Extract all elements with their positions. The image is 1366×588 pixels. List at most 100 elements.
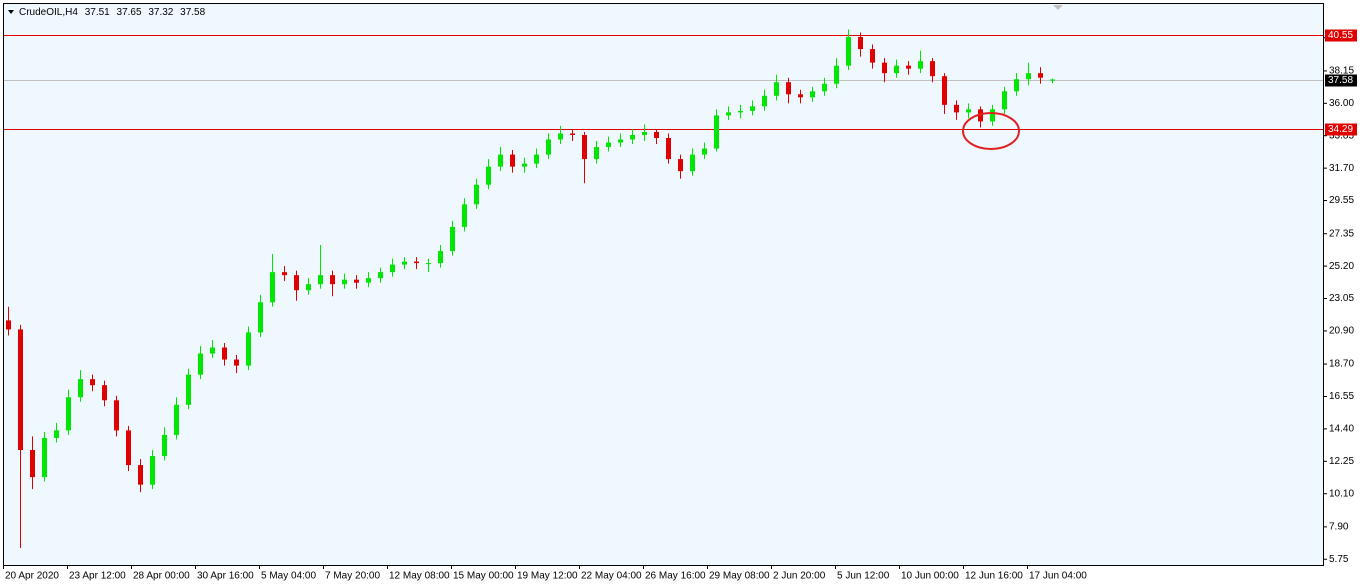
x-tick-label: 19 May 12:00: [517, 571, 578, 582]
y-tick-label: 25.20: [1329, 261, 1354, 272]
candle-body: [594, 147, 599, 160]
level-price-label: 34.29: [1328, 124, 1353, 135]
candle-body: [102, 385, 107, 401]
candle-body: [750, 106, 755, 111]
candle-body: [546, 139, 551, 155]
header-close: 37.58: [180, 7, 205, 18]
candle-body: [438, 251, 443, 264]
y-tick-label: 18.70: [1329, 359, 1354, 370]
header-menu-icon[interactable]: [8, 10, 14, 14]
x-tick-label: 22 May 04:00: [581, 571, 642, 582]
candle-body: [450, 226, 455, 252]
candle-body: [1014, 79, 1019, 92]
y-tick-label: 38.15: [1329, 66, 1354, 77]
x-tick-label: 29 May 08:00: [709, 571, 770, 582]
candle-body: [582, 134, 587, 160]
x-tick-label: 5 May 04:00: [261, 571, 316, 582]
candle-body: [390, 264, 395, 273]
candle-body: [630, 134, 635, 140]
candle-body: [738, 110, 743, 113]
candle-body: [198, 353, 203, 375]
bid-price-label: 37.58: [1328, 75, 1353, 86]
candle-body: [18, 329, 23, 450]
y-tick-label: 7.90: [1329, 522, 1349, 533]
candle-body: [1026, 73, 1031, 80]
bid-price-box: [1325, 74, 1357, 87]
candle-body: [126, 430, 131, 466]
candle-body: [990, 109, 995, 122]
candle-body: [174, 404, 179, 435]
candle-body: [366, 278, 371, 283]
candle-body: [654, 131, 659, 138]
candle-body: [894, 65, 899, 74]
candle-body: [54, 430, 59, 438]
candle-body: [498, 154, 503, 167]
x-tick-label: 2 Jun 20:00: [773, 571, 826, 582]
x-tick-label: 12 Jun 16:00: [965, 571, 1023, 582]
candle-body: [678, 159, 683, 172]
candle-body: [606, 142, 611, 148]
candle-body: [114, 400, 119, 431]
candle-body: [930, 61, 935, 77]
candle-body: [1050, 79, 1055, 81]
level-price-box: [1325, 29, 1357, 42]
chart-header: CrudeOIL,H4 37.51 37.65 37.32 37.58: [19, 7, 206, 18]
candle-body: [510, 154, 515, 167]
x-tick-label: 12 May 08:00: [389, 571, 450, 582]
plot-area: [3, 3, 1324, 566]
candle-body: [1038, 73, 1043, 78]
candle-body: [330, 275, 335, 285]
candle-body: [354, 279, 359, 283]
y-tick-label: 27.35: [1329, 228, 1354, 239]
candle-body: [294, 275, 299, 291]
candle-body: [618, 139, 623, 143]
candle-body: [918, 61, 923, 69]
candle-body: [78, 379, 83, 398]
y-tick-label: 16.55: [1329, 391, 1354, 402]
candle-body: [690, 154, 695, 172]
candle-body: [870, 49, 875, 63]
header-high: 37.65: [117, 7, 142, 18]
x-tick-label: 20 Apr 2020: [5, 571, 59, 582]
candle-body: [534, 154, 539, 164]
candle-body: [714, 115, 719, 149]
x-tick-label: 17 Jun 04:00: [1029, 571, 1087, 582]
y-tick-label: 33.85: [1329, 130, 1354, 141]
candle-body: [402, 261, 407, 265]
candle-body: [30, 449, 35, 478]
candle-body: [150, 456, 155, 485]
candle-body: [306, 284, 311, 291]
x-tick-label: 30 Apr 16:00: [197, 571, 254, 582]
x-tick-label: 10 Jun 00:00: [901, 571, 959, 582]
candle-body: [522, 163, 527, 167]
candle-body: [774, 82, 779, 96]
candle-body: [6, 320, 11, 330]
candle-body: [474, 184, 479, 205]
candle-body: [426, 263, 431, 265]
candle-body: [282, 272, 287, 276]
candle-body: [954, 104, 959, 113]
x-tick-label: 15 May 00:00: [453, 571, 514, 582]
header-low: 37.32: [148, 7, 173, 18]
y-tick-label: 23.05: [1329, 293, 1354, 304]
level-price-label: 40.55: [1328, 30, 1353, 41]
candle-body: [810, 91, 815, 98]
x-tick-label: 26 May 16:00: [645, 571, 706, 582]
candle-body: [834, 65, 839, 84]
candle-body: [798, 94, 803, 98]
y-tick-label: 29.55: [1329, 195, 1354, 206]
candle-body: [846, 37, 851, 66]
candle-body: [666, 137, 671, 160]
candle-body: [234, 359, 239, 366]
annotation-circle: [962, 112, 1020, 150]
candle-body: [858, 37, 863, 50]
y-tick-label: 31.70: [1329, 163, 1354, 174]
candle-body: [822, 83, 827, 92]
y-tick-label: 36.00: [1329, 98, 1354, 109]
x-tick-label: 7 May 20:00: [325, 571, 380, 582]
y-tick-label: 5.75: [1329, 554, 1349, 565]
y-tick-label: 12.25: [1329, 456, 1354, 467]
candle-body: [906, 65, 911, 69]
candle-body: [462, 204, 467, 227]
